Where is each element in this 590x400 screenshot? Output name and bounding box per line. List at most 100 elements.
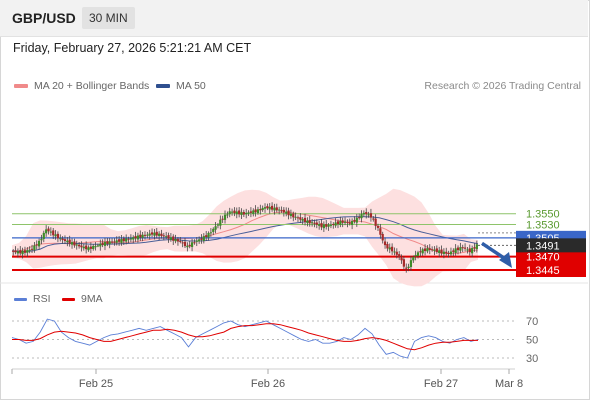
candle-body-183 xyxy=(442,251,445,254)
candle-body-60 xyxy=(153,232,156,236)
candle-body-62 xyxy=(158,233,161,236)
ma20-swatch xyxy=(14,84,28,89)
candle-body-126 xyxy=(308,220,311,224)
candle-body-156 xyxy=(379,228,382,235)
candle-body-194 xyxy=(468,248,471,253)
candle-body-66 xyxy=(167,235,170,239)
candle-body-12 xyxy=(40,238,43,241)
candle-body-109 xyxy=(268,206,271,210)
candle-body-56 xyxy=(143,234,147,236)
candle-body-52 xyxy=(134,236,137,239)
candle-body-43 xyxy=(113,241,116,243)
candle-body-47 xyxy=(122,238,125,242)
candle-body-68 xyxy=(172,236,175,241)
candle-body-85 xyxy=(212,228,215,232)
candle-body-13 xyxy=(42,232,45,239)
candle-body-39 xyxy=(103,241,107,246)
candle-body-30 xyxy=(82,246,85,249)
candle-body-70 xyxy=(176,239,180,242)
candle-body-67 xyxy=(169,237,172,240)
candle-body-144 xyxy=(351,221,354,225)
candle-body-157 xyxy=(381,233,384,241)
candle-body-179 xyxy=(433,249,436,251)
rsi-level-label-0: 70 xyxy=(526,316,538,328)
level-label-0: 1.3550 xyxy=(526,209,560,221)
candle-body-174 xyxy=(421,249,424,254)
candle-body-93 xyxy=(230,211,234,213)
candle-body-11 xyxy=(37,240,41,247)
rsi-label: RSI xyxy=(33,293,51,305)
legend-rsi: RSI xyxy=(14,293,51,305)
candle-body-106 xyxy=(261,207,264,211)
candle-body-10 xyxy=(35,244,38,246)
candle-body-29 xyxy=(80,245,83,248)
candle-body-133 xyxy=(325,224,328,227)
candle-body-23 xyxy=(66,240,69,243)
candle-body-75 xyxy=(188,244,191,247)
candle-body-83 xyxy=(207,232,210,238)
candle-body-35 xyxy=(94,246,97,248)
candle-body-117 xyxy=(287,210,290,216)
candle-body-153 xyxy=(372,218,375,220)
candle-body-64 xyxy=(162,235,165,237)
candle-body-65 xyxy=(165,236,168,238)
candle-body-91 xyxy=(226,214,229,216)
candle-body-193 xyxy=(466,249,469,251)
candle-body-180 xyxy=(435,248,438,252)
candle-body-14 xyxy=(45,229,48,234)
candle-body-84 xyxy=(209,232,212,234)
candle-body-61 xyxy=(155,231,158,236)
candle-body-177 xyxy=(428,248,431,250)
candle-body-33 xyxy=(89,246,92,249)
candle-body-165 xyxy=(400,257,403,261)
candle-body-162 xyxy=(393,251,396,253)
level-label-1: 1.3530 xyxy=(526,219,560,231)
candle-body-172 xyxy=(416,252,420,256)
candle-body-154 xyxy=(374,218,377,226)
candle-body-163 xyxy=(395,251,398,255)
candle-body-151 xyxy=(367,214,370,216)
ma9-label: 9MA xyxy=(81,293,103,305)
current-price-label: 1.3491 xyxy=(526,240,560,252)
candle-body-26 xyxy=(73,241,76,246)
timeframe-badge[interactable]: 30 MIN xyxy=(82,7,135,29)
candle-body-150 xyxy=(365,212,368,215)
candle-body-116 xyxy=(285,211,288,214)
ma50-swatch xyxy=(156,84,170,89)
candle-body-148 xyxy=(360,214,363,219)
candle-body-196 xyxy=(473,247,476,249)
candle-body-25 xyxy=(70,242,74,245)
candle-body-143 xyxy=(348,222,351,224)
ma9-line xyxy=(12,323,478,351)
candle-body-88 xyxy=(219,219,222,226)
candle-body-58 xyxy=(148,233,151,236)
candle-body-53 xyxy=(136,235,140,240)
candle-body-4 xyxy=(21,250,24,255)
candle-body-131 xyxy=(320,223,323,228)
candle-body-73 xyxy=(183,241,187,247)
candle-body-98 xyxy=(242,211,245,215)
candle-body-155 xyxy=(376,225,380,228)
candle-body-141 xyxy=(343,221,347,223)
candle-body-158 xyxy=(383,241,387,246)
candle-body-96 xyxy=(238,210,241,215)
candle-body-138 xyxy=(336,221,340,225)
x-tick-label-0: Feb 25 xyxy=(79,378,113,390)
level-label-3: 1.3470 xyxy=(526,252,560,264)
candle-body-69 xyxy=(174,239,177,242)
candles-group xyxy=(12,202,478,273)
candle-body-6 xyxy=(26,250,29,253)
level-label-4: 1.3445 xyxy=(526,265,560,277)
candle-body-189 xyxy=(456,247,460,251)
candle-body-185 xyxy=(447,252,450,254)
candle-body-48 xyxy=(125,238,128,242)
candle-body-167 xyxy=(405,267,408,269)
current-price-tag xyxy=(516,238,586,253)
candle-body-77 xyxy=(193,242,196,244)
candle-body-134 xyxy=(327,224,330,227)
candle-body-3 xyxy=(19,250,22,254)
candle-body-166 xyxy=(402,259,405,267)
candle-body-17 xyxy=(52,230,55,236)
chart-header: GBP/USD 30 MIN xyxy=(0,0,588,37)
candle-body-190 xyxy=(459,247,462,251)
